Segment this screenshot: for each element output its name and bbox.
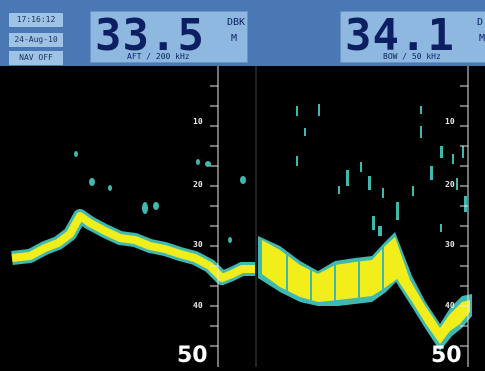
right-depth-unit: D xyxy=(477,17,484,28)
left-scale-label-30: 30 xyxy=(193,240,203,249)
date-display: 24-Aug-10 xyxy=(9,33,63,47)
left-range-end: 50 xyxy=(177,343,208,368)
right-scale-label-40: 40 xyxy=(445,301,455,310)
left-depth-scale xyxy=(210,66,219,367)
left-scale-label-40: 40 xyxy=(193,301,203,310)
echogram-graphic xyxy=(0,66,485,367)
right-depth-value: 34.1 xyxy=(345,10,455,61)
right-scale-label-30: 30 xyxy=(445,240,455,249)
time-display: 17:16:12 xyxy=(9,13,63,27)
left-depth-value: 33.5 xyxy=(95,10,205,61)
right-range-end: 50 xyxy=(431,343,462,368)
right-depth-readout: 34.1 D M BOW / 50 kHz xyxy=(340,11,485,63)
left-depth-readout: 33.5 DBK M AFT / 200 kHz xyxy=(90,11,248,63)
left-depth-unit-m: M xyxy=(231,33,238,44)
right-scale-label-20: 20 xyxy=(445,180,455,189)
left-scale-label-20: 20 xyxy=(193,180,203,189)
right-scatter-echoes xyxy=(296,104,467,236)
right-frequency-setting[interactable]: BOW / 50 kHz xyxy=(383,52,441,61)
right-depth-unit-m: M xyxy=(479,33,485,44)
left-bottom-echo xyxy=(11,209,255,285)
left-scale-label-10: 10 xyxy=(193,117,203,126)
top-status-bar: 17:16:12 24-Aug-10 NAV OFF 33.5 DBK M AF… xyxy=(0,0,485,66)
nav-status-button[interactable]: NAV OFF xyxy=(9,51,63,65)
right-scale-label-10: 10 xyxy=(445,117,455,126)
right-depth-scale xyxy=(460,66,469,367)
right-bottom-echo xyxy=(258,232,472,351)
left-scatter-echoes xyxy=(74,151,246,243)
left-depth-unit: DBK xyxy=(227,17,246,28)
left-frequency-setting[interactable]: AFT / 200 kHz xyxy=(127,52,190,61)
echogram-display: 10 20 30 40 50 10 20 30 40 50 xyxy=(0,66,485,367)
